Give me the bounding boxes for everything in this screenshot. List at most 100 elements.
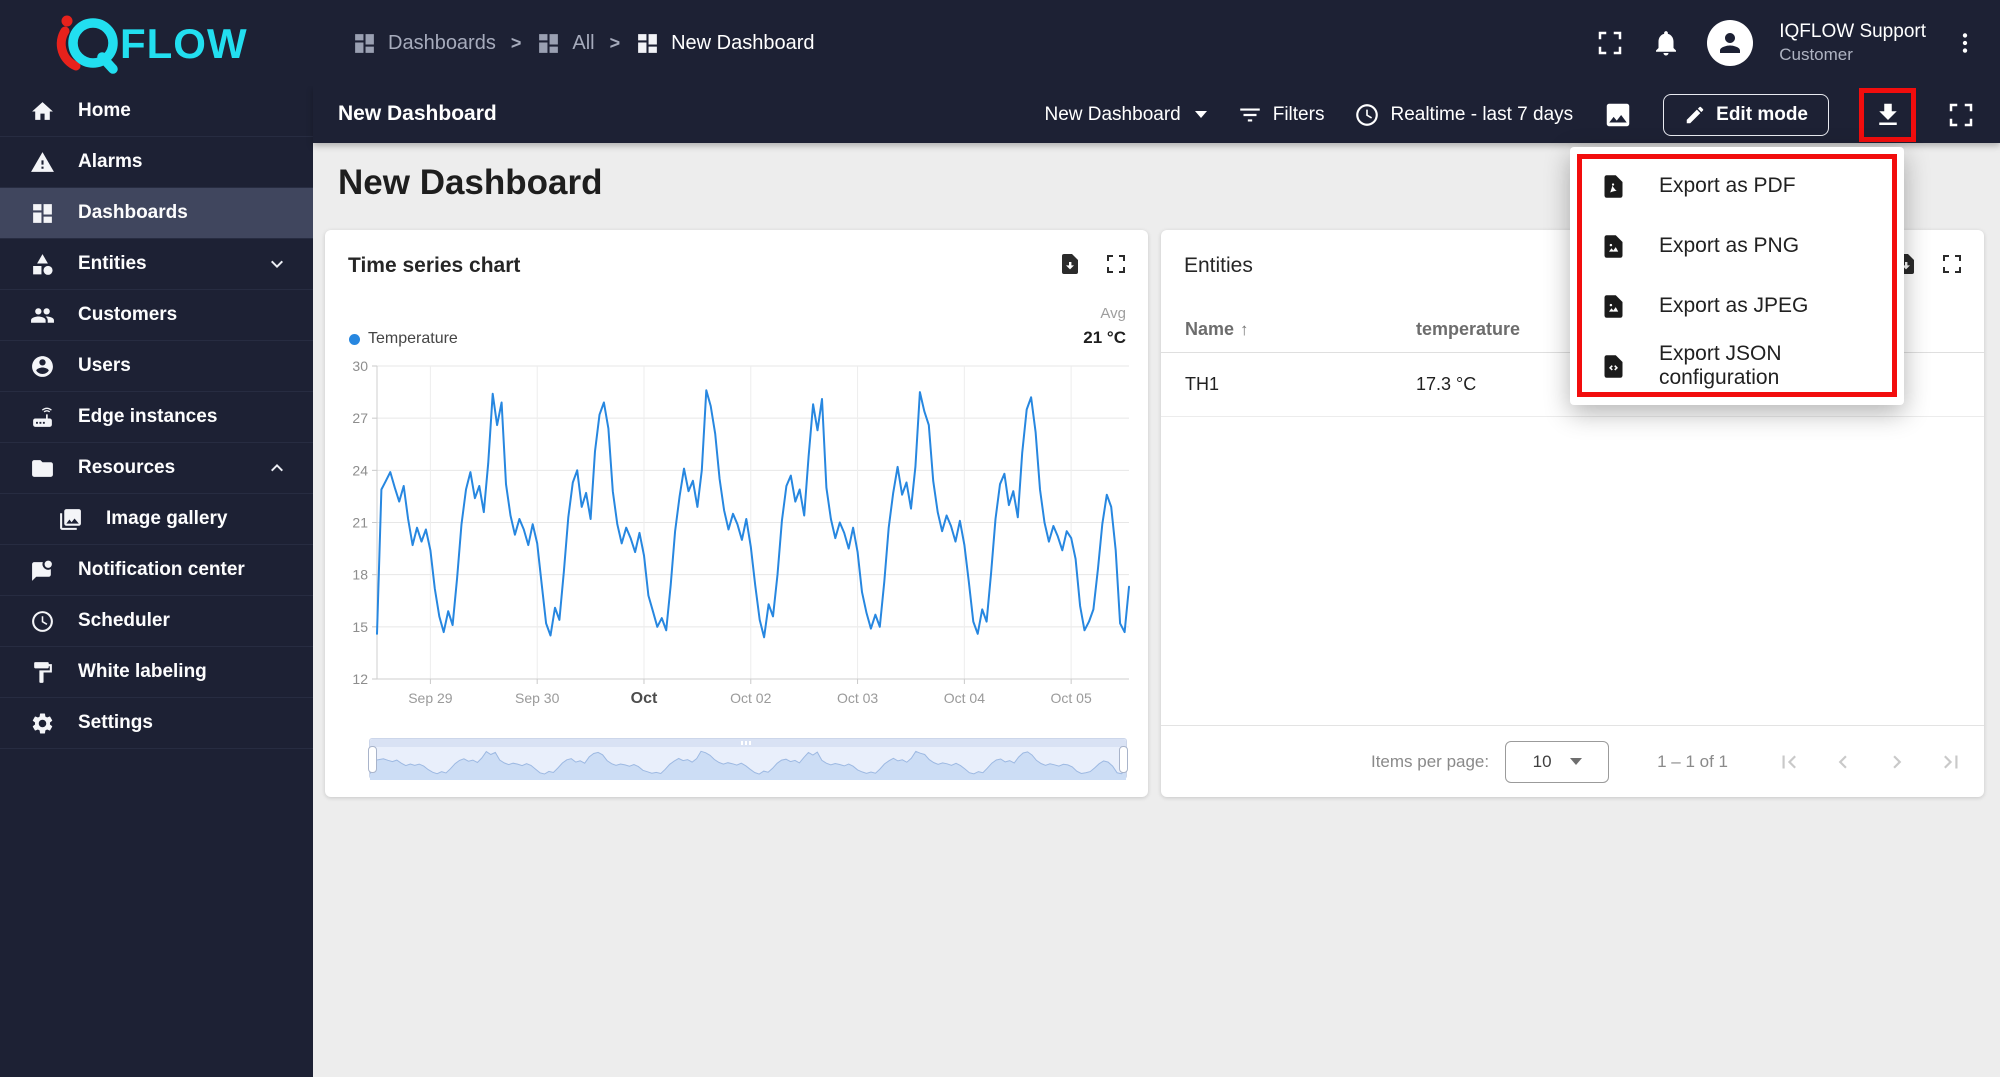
svg-text:24: 24 (352, 462, 368, 478)
breadcrumb: Dashboards > All > New Dashboard (352, 0, 815, 86)
people-icon (30, 303, 55, 328)
download-icon (1873, 100, 1903, 130)
export-menu: Export as PDF Export as PNG Export as JP… (1570, 147, 1904, 405)
svg-text:21: 21 (352, 515, 368, 531)
sidebar-item-notification-center[interactable]: Notification center (0, 545, 313, 596)
user-avatar[interactable] (1707, 20, 1753, 66)
menu-item-export-jpeg[interactable]: Export as JPEG (1570, 276, 1904, 336)
widget-actions (1894, 252, 1964, 276)
clock-icon (30, 609, 55, 634)
user-info[interactable]: IQFLOW Support Customer (1779, 20, 1926, 67)
filters-label: Filters (1273, 104, 1325, 126)
notifications-button[interactable] (1651, 28, 1681, 58)
sort-asc-icon: ↑ (1240, 320, 1249, 339)
svg-text:12: 12 (352, 671, 368, 687)
first-page-icon[interactable] (1776, 749, 1802, 775)
fullscreen-icon (1595, 28, 1625, 58)
menu-item-label: Export as PDF (1659, 174, 1796, 198)
timewindow-label: Realtime - last 7 days (1390, 104, 1573, 126)
sidebar-item-image-gallery[interactable]: Image gallery (0, 494, 313, 545)
svg-text:Sep 30: Sep 30 (515, 690, 560, 706)
export-widget-icon[interactable] (1058, 252, 1082, 276)
chart-zoom-slider[interactable] (369, 738, 1127, 779)
sidebar-item-label: White labeling (78, 661, 207, 683)
sidebar-item-scheduler[interactable]: Scheduler (0, 596, 313, 647)
svg-text:18: 18 (352, 567, 368, 583)
account-circle-icon (30, 354, 55, 379)
photo-library-icon (58, 507, 83, 532)
sidebar-item-alarms[interactable]: Alarms (0, 137, 313, 188)
fullscreen-icon[interactable] (1104, 252, 1128, 276)
sidebar-item-label: Alarms (78, 151, 142, 173)
sidebar-item-dashboards[interactable]: Dashboards (0, 188, 313, 239)
dashboards-grid-icon (352, 31, 377, 56)
sidebar-item-label: Customers (78, 304, 177, 326)
sidebar-item-settings[interactable]: Settings (0, 698, 313, 749)
menu-item-export-png[interactable]: Export as PNG (1570, 216, 1904, 276)
breadcrumb-all[interactable]: All (536, 31, 594, 56)
logo-wordmark: FLOW (120, 20, 248, 67)
page-size-select[interactable]: 10 (1505, 741, 1609, 783)
sidebar-item-label: Users (78, 355, 131, 377)
svg-text:27: 27 (352, 410, 368, 426)
fullscreen-icon[interactable] (1940, 252, 1964, 276)
router-icon (30, 405, 55, 430)
edit-mode-button[interactable]: Edit mode (1663, 94, 1829, 136)
pager-controls (1776, 749, 1964, 775)
next-page-icon[interactable] (1884, 749, 1910, 775)
iqflow-logo[interactable]: FLOW (52, 11, 282, 75)
person-icon (1715, 28, 1745, 58)
filters-button[interactable]: Filters (1237, 102, 1325, 128)
dashboard-toolbar: New Dashboard New Dashboard Filters Real… (313, 86, 2000, 143)
menu-item-export-pdf[interactable]: Export as PDF (1570, 156, 1904, 216)
sidebar-item-label: Resources (78, 457, 175, 479)
state-selector-label: New Dashboard (1044, 104, 1180, 126)
previous-page-icon[interactable] (1830, 749, 1856, 775)
dashboard-image-button[interactable] (1603, 100, 1633, 130)
sidebar-item-label: Image gallery (106, 508, 227, 530)
export-annotation-frame (1859, 88, 1916, 142)
breadcrumb-new-dashboard[interactable]: New Dashboard (635, 31, 814, 56)
legend-agg-value: 21 °C (1083, 328, 1126, 348)
code-file-icon (1600, 353, 1627, 380)
toolbar-fullscreen-button[interactable] (1946, 100, 1976, 130)
download-dashboard-button[interactable] (1873, 100, 1903, 130)
page-size-value: 10 (1533, 752, 1552, 772)
widget-actions (1058, 252, 1128, 276)
breadcrumb-label: Dashboards (388, 32, 496, 55)
bell-icon (1651, 28, 1681, 58)
svg-text:Oct 03: Oct 03 (837, 690, 878, 706)
dashboards-grid-icon (536, 31, 561, 56)
sidebar-nav: Home Alarms Dashboards Entities Customer… (0, 86, 313, 1077)
sidebar-item-resources[interactable]: Resources (0, 443, 313, 494)
sidebar-item-customers[interactable]: Customers (0, 290, 313, 341)
kebab-menu-button[interactable] (1952, 30, 1978, 56)
legend-agg-header: Avg (1083, 305, 1126, 322)
time-series-chart-widget: Time series chart Temperature Avg 21 °C … (325, 230, 1148, 797)
breadcrumb-dashboards[interactable]: Dashboards (352, 31, 496, 56)
sidebar-item-entities[interactable]: Entities (0, 239, 313, 290)
column-header-name[interactable]: Name↑ (1185, 319, 1249, 340)
legend-series-label: Temperature (368, 330, 458, 348)
menu-item-export-json[interactable]: Export JSON configuration (1570, 336, 1904, 396)
user-role: Customer (1779, 44, 1926, 66)
sidebar-item-white-labeling[interactable]: White labeling (0, 647, 313, 698)
zoom-slider-grip[interactable] (741, 741, 755, 745)
sidebar-item-users[interactable]: Users (0, 341, 313, 392)
dashboard-state-selector[interactable]: New Dashboard (1044, 104, 1206, 126)
zoom-handle-left[interactable] (368, 746, 377, 773)
legend-temperature[interactable]: Temperature (349, 330, 458, 348)
sidebar-item-label: Notification center (78, 559, 245, 581)
last-page-icon[interactable] (1938, 749, 1964, 775)
zoom-slider-track[interactable] (370, 739, 1126, 747)
fullscreen-button[interactable] (1595, 28, 1625, 58)
sidebar-item-edge-instances[interactable]: Edge instances (0, 392, 313, 443)
paint-roller-icon (30, 660, 55, 685)
zoom-handle-right[interactable] (1119, 746, 1128, 773)
cell-entity-temperature: 17.3 °C (1416, 374, 1476, 395)
column-header-temperature[interactable]: temperature (1416, 319, 1520, 340)
timewindow-button[interactable]: Realtime - last 7 days (1354, 102, 1573, 128)
menu-item-label: Export as JPEG (1659, 294, 1808, 318)
legend-aggregation: Avg 21 °C (1083, 305, 1126, 348)
sidebar-item-home[interactable]: Home (0, 86, 313, 137)
